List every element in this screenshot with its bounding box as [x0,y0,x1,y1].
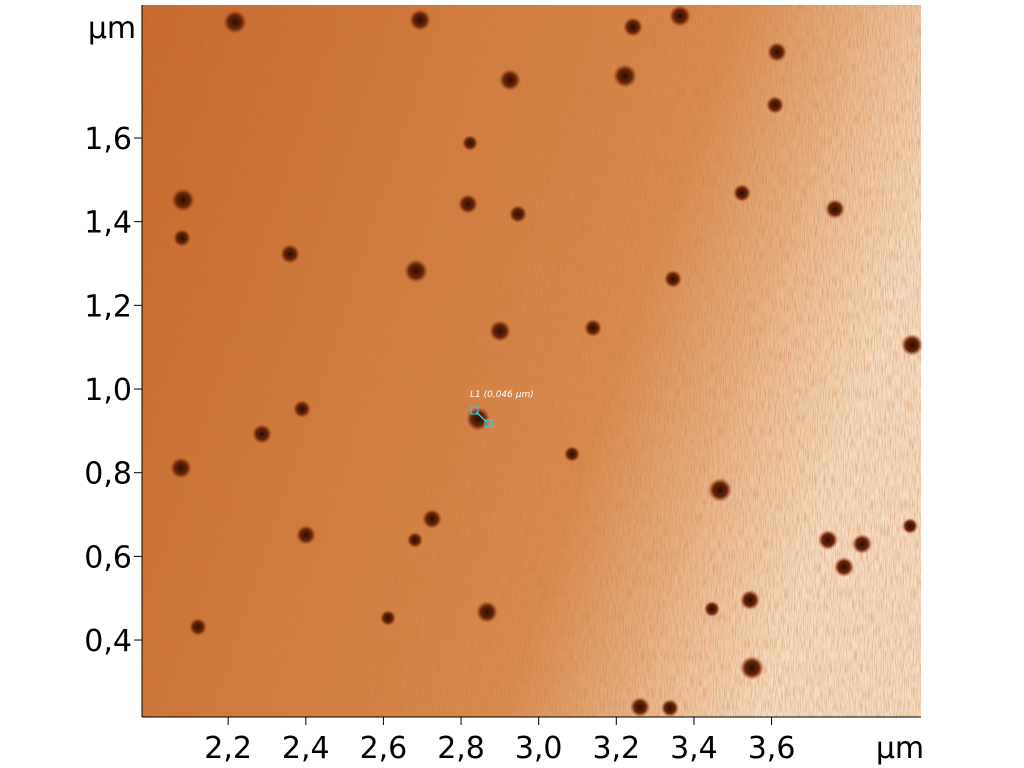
pit [740,590,760,610]
pit [476,601,498,623]
pit [733,184,751,202]
pit [409,9,431,31]
pit [296,525,316,545]
pit [173,229,191,247]
y-tick-label: 0,6 [84,540,132,575]
pit [466,407,490,431]
pit [293,400,311,418]
pit [458,194,478,214]
pit [422,509,442,529]
pit [902,518,918,534]
pit [818,530,838,550]
x-tick-label: 2,4 [282,731,330,766]
pit [223,10,247,34]
pit [661,699,679,717]
pit [708,478,732,502]
pit [901,334,923,356]
x-tick-label: 2,2 [204,731,252,766]
pit [280,244,300,264]
pit [669,5,691,27]
measure-marker [470,406,493,428]
y-tick-label: 1,4 [84,206,132,241]
pit [489,320,511,342]
pit [852,534,872,554]
x-tick-label: 2,6 [360,731,408,766]
pit [767,42,787,62]
x-tick-label: 3,2 [592,731,640,766]
y-tick-label: 1,0 [84,373,132,408]
pit [462,135,478,151]
pit [404,259,428,283]
pit [613,64,637,88]
pit [704,601,720,617]
pit [252,424,272,444]
pit [499,69,521,91]
pit [171,188,195,212]
afm-image [142,5,923,717]
y-tick-label: 0,8 [84,457,132,492]
pit [170,457,192,479]
pit [825,199,845,219]
pit [509,205,527,223]
pit [834,557,854,577]
y-tick-label: 1,6 [84,122,132,157]
y-unit: µm [88,11,136,46]
pit [630,697,650,717]
pit [584,319,602,337]
pit [189,618,207,636]
x-tick-label: 2,8 [437,731,485,766]
pit [407,532,423,548]
pit [623,17,643,37]
pit [380,610,396,626]
measure-label: L1 (0,046 µm) [470,390,534,400]
x-tick-label: 3,0 [515,731,563,766]
pit [766,96,784,114]
y-tick-label: 1,2 [84,289,132,324]
x-unit: µm [876,731,924,766]
y-tick-label: 0,4 [84,624,132,659]
pit [564,446,580,462]
pit [740,656,764,680]
pit [664,270,682,288]
x-tick-label: 3,4 [670,731,718,766]
axes [134,5,921,725]
x-tick-label: 3,6 [748,731,796,766]
